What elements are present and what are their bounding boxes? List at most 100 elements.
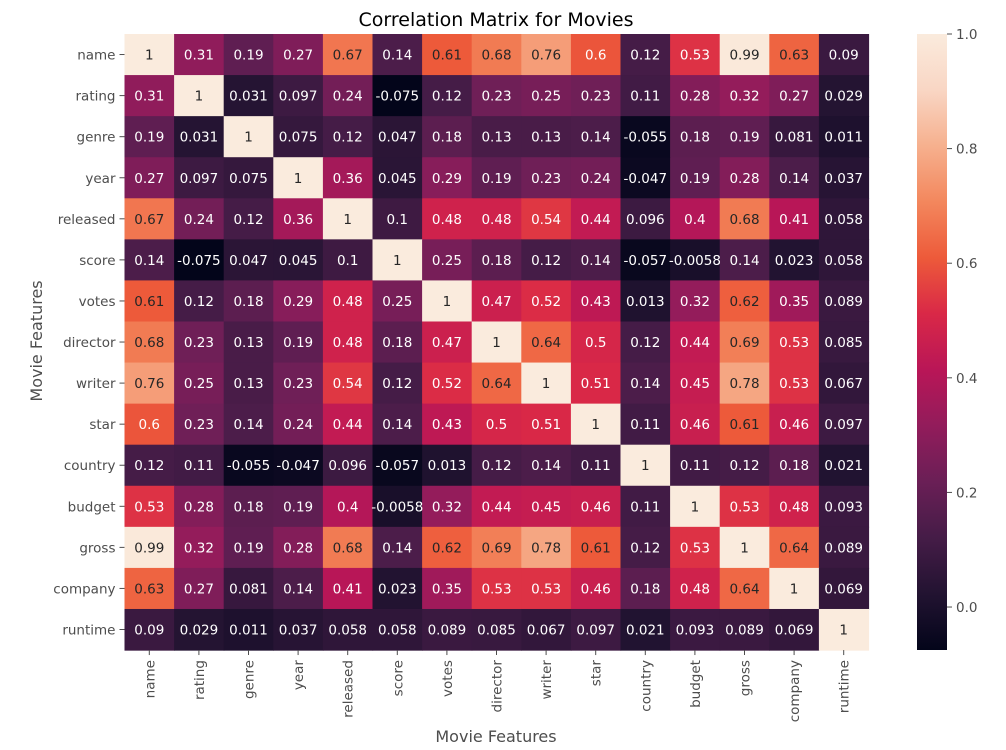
heatmap-cell — [620, 526, 671, 569]
heatmap-cell — [818, 116, 870, 158]
cell-value-label: 0.35 — [432, 581, 462, 597]
heatmap-cell — [174, 362, 225, 405]
heatmap-cell — [670, 485, 721, 528]
heatmap-cell — [174, 526, 225, 569]
cell-value-label: 0.45 — [531, 499, 561, 515]
cell-value-label: 1 — [591, 417, 600, 433]
cell-value-label: 0.23 — [481, 89, 511, 105]
heatmap-cell — [471, 567, 522, 610]
cell-value-label: 0.12 — [630, 335, 660, 351]
heatmap-cell — [620, 239, 671, 282]
cell-value-label: 0.067 — [527, 623, 566, 639]
cell-value-label: 0.013 — [428, 458, 467, 474]
heatmap-cell — [273, 280, 324, 323]
cell-value-label: 0.32 — [432, 499, 462, 515]
cell-value-label: 0.45 — [680, 376, 710, 392]
heatmap-cell — [521, 362, 572, 405]
heatmap-cell — [422, 321, 473, 364]
y-tick-label: director — [63, 335, 116, 351]
heatmap-cell — [322, 321, 374, 364]
cell-value-label: 0.53 — [680, 48, 710, 64]
heatmap-cell — [124, 75, 175, 117]
heatmap-cell — [670, 280, 721, 323]
x-tick-label: star — [589, 660, 605, 687]
cell-value-label: 0.27 — [283, 48, 313, 64]
heatmap-cell — [719, 239, 770, 282]
heatmap-cell — [620, 34, 671, 76]
heatmap-cell — [818, 444, 870, 487]
cell-value-label: 0.13 — [233, 376, 263, 392]
heatmap-cell — [372, 362, 423, 405]
heatmap-cell — [174, 116, 225, 158]
heatmap-cell — [422, 608, 473, 651]
cell-value-label: 0.14 — [233, 417, 263, 433]
y-tick-label: name — [77, 48, 115, 64]
y-axis-label: Movie Features — [27, 280, 46, 401]
x-tick-label: country — [638, 660, 654, 712]
cell-value-label: 0.28 — [184, 499, 214, 515]
cell-value-label: 0.69 — [729, 335, 759, 351]
heatmap-cell — [174, 403, 225, 446]
heatmap-cell — [818, 403, 870, 446]
heatmap-cell — [570, 239, 622, 282]
heatmap-cell — [818, 526, 870, 569]
heatmap-cell — [322, 403, 374, 446]
heatmap-cell — [769, 526, 820, 569]
heatmap-cell — [521, 403, 572, 446]
heatmap-cell — [273, 34, 324, 76]
cell-value-label: 0.14 — [382, 417, 412, 433]
cell-value-label: 0.52 — [432, 376, 462, 392]
heatmap-cell — [322, 280, 374, 323]
cell-value-label: 0.76 — [531, 48, 561, 64]
cell-value-label: 0.12 — [630, 540, 660, 556]
cell-value-label: 0.058 — [328, 623, 367, 639]
heatmap-cell — [273, 239, 324, 282]
heatmap-cell — [769, 116, 820, 158]
cell-value-label: 0.069 — [824, 581, 863, 597]
cell-value-label: 0.089 — [824, 540, 863, 556]
cell-value-label: 1 — [740, 540, 749, 556]
cell-value-label: 0.47 — [481, 294, 511, 310]
heatmap-cell — [818, 485, 870, 528]
cell-value-label: 0.013 — [626, 294, 665, 310]
cell-value-label: 0.27 — [779, 89, 809, 105]
cell-value-label: 0.11 — [184, 458, 214, 474]
heatmap-cell — [124, 567, 175, 610]
x-tick-label: year — [291, 660, 307, 691]
heatmap-cell — [670, 321, 721, 364]
heatmap-cell — [471, 198, 522, 240]
cell-value-label: 0.78 — [729, 376, 759, 392]
cell-value-label: 0.093 — [824, 499, 863, 515]
cell-value-label: 0.18 — [630, 581, 660, 597]
heatmap-cell — [620, 485, 671, 528]
heatmap-cell — [422, 116, 473, 158]
heatmap-cell — [372, 34, 423, 76]
cell-value-label: 0.46 — [680, 417, 710, 433]
heatmap-cell — [322, 608, 374, 651]
heatmap-cell — [769, 280, 820, 323]
cell-value-label: -0.055 — [624, 130, 668, 146]
heatmap-cell — [521, 198, 572, 240]
heatmap-cell — [372, 567, 423, 610]
cell-value-label: 0.14 — [382, 540, 412, 556]
cell-value-label: 0.18 — [481, 253, 511, 269]
heatmap-cell — [174, 567, 225, 610]
cell-value-label: 0.99 — [134, 540, 164, 556]
colorbar-ticks: 0.0 0.2 0.4 0.6 0.8 1.0 — [947, 27, 977, 616]
heatmap-cell — [670, 157, 721, 199]
heatmap-cell — [471, 280, 522, 323]
cell-value-label: 0.11 — [630, 417, 660, 433]
heatmap-cell — [174, 485, 225, 528]
heatmap-cell — [273, 157, 324, 199]
heatmap-cell — [372, 485, 423, 528]
heatmap-cell — [422, 444, 473, 487]
heatmap-cell — [223, 75, 274, 117]
heatmap-cell — [372, 526, 423, 569]
heatmap-cell — [570, 485, 622, 528]
cell-value-label: -0.057 — [376, 458, 420, 474]
cell-value-label: 0.69 — [481, 540, 511, 556]
y-tick-label: gross — [79, 540, 115, 556]
heatmap-cell — [372, 116, 423, 158]
x-tick-label: rating — [192, 660, 208, 700]
heatmap-cell — [223, 567, 274, 610]
